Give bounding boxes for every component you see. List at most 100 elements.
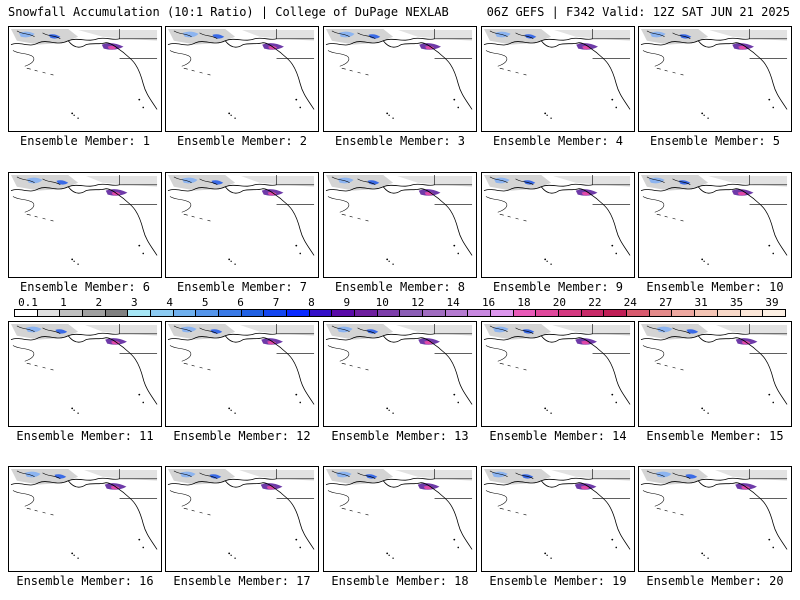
ensemble-member-label: Ensemble Member: 14 [489, 429, 627, 443]
colorbar-tick-label: 0.1 [18, 296, 38, 309]
ensemble-map-panel [481, 466, 635, 572]
colorbar-segment [695, 310, 718, 316]
colorbar-tick-label: 3 [130, 296, 138, 309]
ensemble-member-label: Ensemble Member: 15 [646, 429, 784, 443]
colorbar-labels: 0.1 1 2 3 4 5 6 7 8 9 10 12 14 16 18 20 22 24 27 31 35 39 [14, 296, 786, 309]
colorbar-tick-label: 18 [517, 296, 531, 309]
ensemble-member-label: Ensemble Member: 2 [176, 134, 308, 148]
colorbar-segment [309, 310, 333, 316]
colorbar-segment [627, 310, 650, 316]
colorbar-tick-label: 6 [237, 296, 244, 309]
colorbar-segment [649, 310, 673, 316]
ensemble-map-panel [638, 172, 792, 278]
colorbar-segment [173, 310, 197, 316]
ensemble-map-panel [8, 172, 162, 278]
colorbar-segment [536, 310, 560, 316]
ensemble-member-label: Ensemble Member: 11 [16, 429, 154, 443]
colorbar-tick-label: 20 [552, 296, 567, 309]
colorbar-segment [513, 310, 537, 316]
colorbar-segment [355, 310, 378, 316]
model-run-valid-time: 06Z GEFS | F342 Valid: 12Z SAT JUN 21 20… [486, 5, 790, 19]
colorbar-segment [241, 310, 265, 316]
ensemble-map-panel [323, 466, 477, 572]
colorbar-tick-label: 7 [272, 296, 280, 309]
colorbar-tick-label: 1 [60, 296, 67, 309]
colorbar-tick-label: 12 [411, 296, 425, 309]
ensemble-member-label: Ensemble Member: 8 [334, 280, 466, 294]
ensemble-map-panel [323, 321, 477, 427]
ensemble-map-panel [8, 466, 162, 572]
colorbar-segment [740, 310, 764, 316]
ensemble-map-panel [638, 26, 792, 132]
colorbar-segment [15, 310, 38, 316]
colorbar-segment [128, 310, 152, 316]
colorbar-segment [763, 310, 785, 316]
ensemble-map-panel [165, 172, 319, 278]
colorbar-tick-label: 35 [729, 296, 744, 309]
ensemble-member-label: Ensemble Member: 9 [492, 280, 624, 294]
colorbar-segment [60, 310, 84, 316]
ensemble-member-label: Ensemble Member: 20 [646, 574, 784, 588]
colorbar-tick-label: 27 [659, 296, 673, 309]
ensemble-member-label: Ensemble Member: 19 [489, 574, 627, 588]
colorbar-segment [559, 310, 582, 316]
colorbar-tick-label: 5 [201, 296, 209, 309]
ensemble-member-label: Ensemble Member: 1 [19, 134, 151, 148]
ensemble-map-panel [481, 321, 635, 427]
ensemble-member-label: Ensemble Member: 18 [331, 574, 469, 588]
ensemble-map-panel [481, 172, 635, 278]
ensemble-member-label: Ensemble Member: 12 [173, 429, 311, 443]
colorbar-segment [151, 310, 174, 316]
colorbar-tick-label: 24 [623, 296, 637, 309]
colorbar-segment [423, 310, 446, 316]
colorbar-tick-label: 9 [343, 296, 351, 309]
colorbar-segment [37, 310, 61, 316]
snowfall-colorbar [14, 309, 786, 317]
colorbar-segment [717, 310, 741, 316]
colorbar-tick-label: 14 [446, 296, 460, 309]
colorbar-segment [287, 310, 310, 316]
ensemble-member-label: Ensemble Member: 10 [646, 280, 784, 294]
colorbar-tick-label: 8 [308, 296, 315, 309]
colorbar-segment [196, 310, 220, 316]
ensemble-map-panel [638, 466, 792, 572]
colorbar-segment [604, 310, 628, 316]
colorbar-segment [377, 310, 401, 316]
colorbar-segment [105, 310, 129, 316]
map-title: Snowfall Accumulation (10:1 Ratio) | Col… [8, 5, 449, 19]
ensemble-map-panel [638, 321, 792, 427]
ensemble-map-panel [165, 466, 319, 572]
ensemble-member-label: Ensemble Member: 3 [334, 134, 466, 148]
ensemble-member-label: Ensemble Member: 16 [16, 574, 154, 588]
colorbar-tick-label: 22 [588, 296, 602, 309]
colorbar-segment [219, 310, 242, 316]
ensemble-member-label: Ensemble Member: 17 [173, 574, 311, 588]
colorbar-segment [581, 310, 605, 316]
colorbar-tick-label: 16 [481, 296, 496, 309]
colorbar-segment [672, 310, 696, 316]
colorbar-tick-label: 39 [765, 296, 779, 309]
ensemble-member-label: Ensemble Member: 13 [331, 429, 469, 443]
colorbar-tick-label: 10 [375, 296, 389, 309]
ensemble-map-panel [481, 26, 635, 132]
colorbar-tick-label: 4 [166, 296, 174, 309]
ensemble-map-panel [323, 172, 477, 278]
colorbar-segment [332, 310, 356, 316]
ensemble-map-panel [323, 26, 477, 132]
ensemble-map-panel [165, 26, 319, 132]
colorbar-segment [445, 310, 469, 316]
ensemble-map-panel [8, 321, 162, 427]
colorbar-tick-label: 31 [694, 296, 708, 309]
ensemble-member-label: Ensemble Member: 6 [19, 280, 151, 294]
ensemble-member-label: Ensemble Member: 5 [649, 134, 781, 148]
colorbar-segment [491, 310, 514, 316]
colorbar-segment [83, 310, 106, 316]
colorbar-tick-label: 2 [95, 296, 103, 309]
ensemble-map-panel [165, 321, 319, 427]
colorbar-segment [468, 310, 492, 316]
ensemble-map-panel [8, 26, 162, 132]
colorbar-segment [264, 310, 288, 316]
colorbar-segment [400, 310, 424, 316]
ensemble-member-label: Ensemble Member: 4 [492, 134, 624, 148]
ensemble-member-label: Ensemble Member: 7 [176, 280, 308, 294]
